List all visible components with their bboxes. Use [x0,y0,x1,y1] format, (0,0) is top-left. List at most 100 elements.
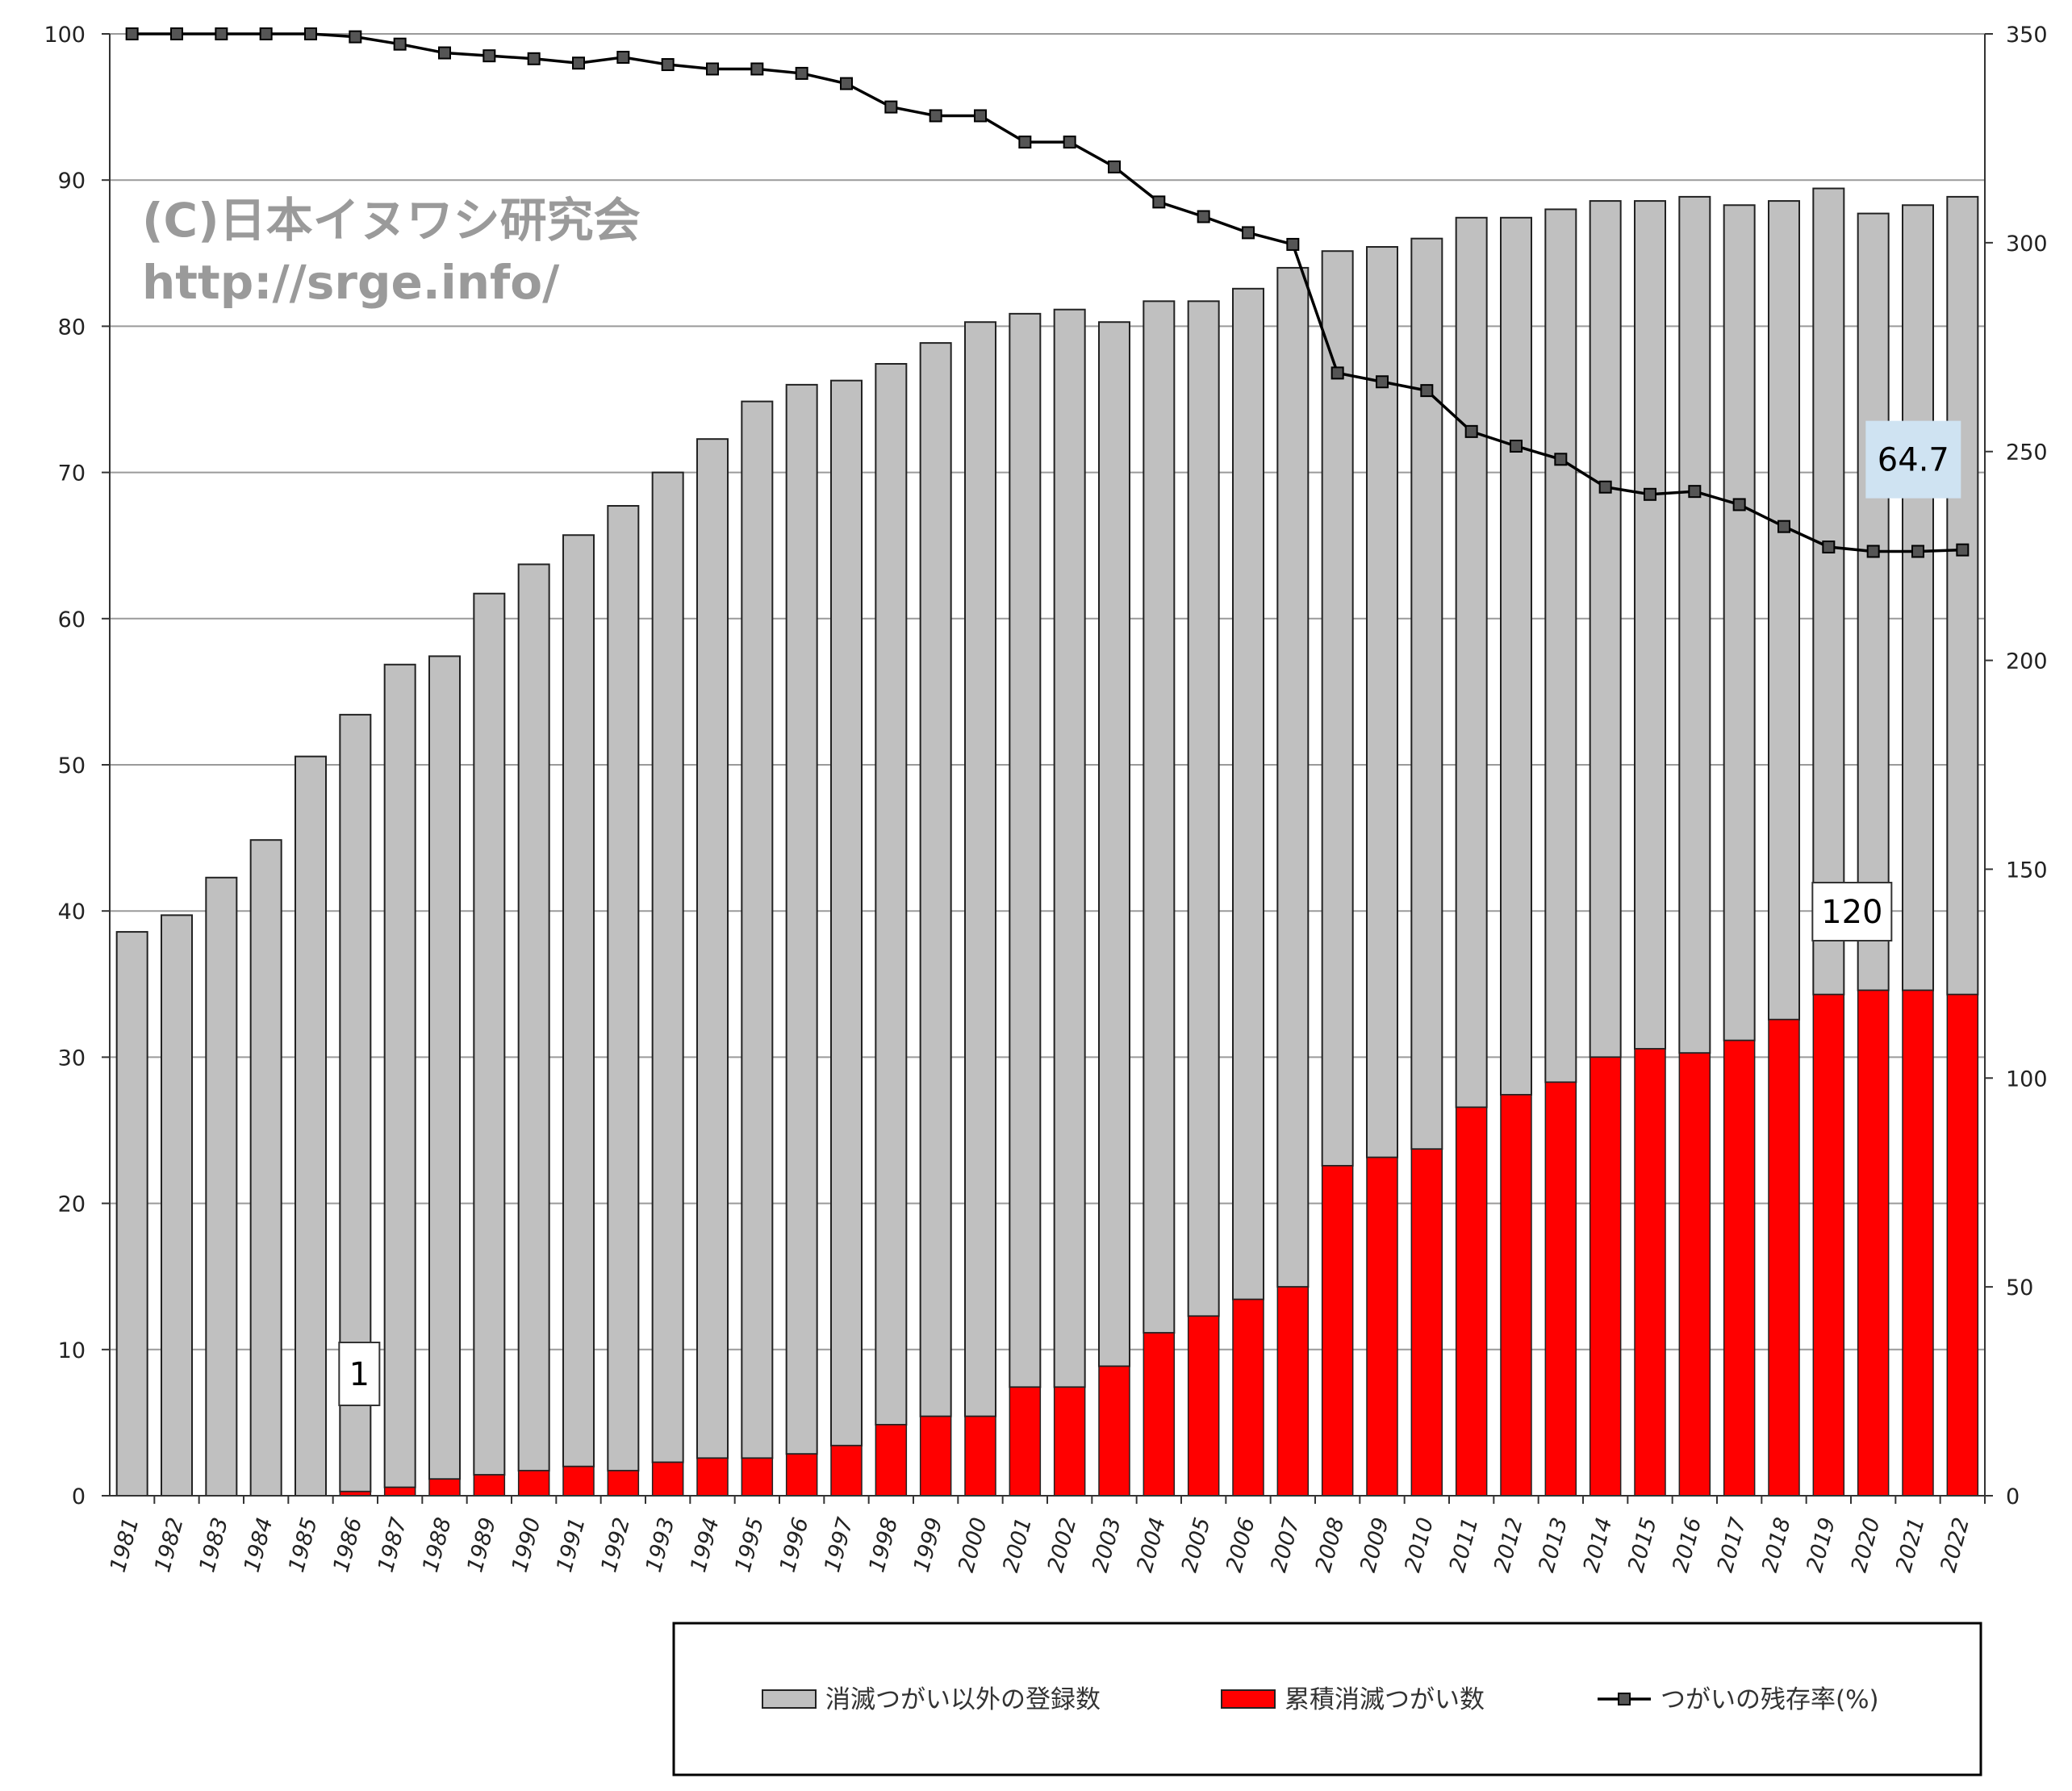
bar-extinct [562,1466,595,1497]
callout-label: 64.7 [1878,442,1949,479]
bar-extinct [607,1470,640,1497]
survival-rate-point [1688,485,1702,499]
survival-rate-point [259,27,273,40]
bar-registered [1187,300,1220,1317]
x-tick-label: 1992 [596,1515,635,1575]
bar-extinct [1232,1298,1264,1497]
x-tick-label: 2005 [1177,1515,1216,1575]
x-tick-label: 2001 [998,1515,1037,1575]
bar-extinct [696,1457,729,1497]
right-axis-tick-label: 150 [2006,858,2048,883]
survival-rate-point [393,37,407,51]
x-tick-label: 1994 [686,1515,725,1575]
survival-rate-point [1152,195,1166,209]
survival-rate-point [1732,498,1746,511]
survival-rate-point [1777,520,1790,533]
x-tick-label: 2017 [1713,1515,1752,1575]
bar-extinct [1143,1332,1176,1497]
bar-registered [161,914,193,1497]
bar-registered [1902,204,1934,992]
survival-rate-point [1420,384,1434,398]
survival-rate-point [572,56,585,70]
legend-label: 累積消滅つがい数 [1285,1685,1485,1714]
bar-registered [205,876,238,1497]
bar-registered [1098,321,1130,1367]
callout-2022: 64.7 [1865,420,1961,499]
axes [102,33,1993,1504]
x-tick-label: 1991 [552,1515,591,1575]
survival-rate-point [527,52,541,65]
left-axis-tick-label: 70 [58,461,86,486]
bar-extinct [1098,1365,1130,1497]
left-axis-tick-label: 0 [72,1484,86,1509]
left-axis-tick-label: 50 [58,754,86,779]
right-axis-tick-label: 50 [2006,1275,2033,1300]
left-axis-tick-label: 40 [58,900,86,925]
x-tick-label: 1998 [864,1515,903,1575]
callout-label: 1 [349,1356,370,1393]
x-tick-label: 1988 [418,1515,457,1575]
survival-rate-point [304,27,317,40]
bar-registered [607,505,640,1472]
survival-rate-point [482,49,496,63]
survival-rate-point [170,27,183,40]
survival-rate-point [616,50,630,64]
legend-label: つがいの残存率(%) [1661,1685,1879,1714]
bar-extinct [1009,1386,1042,1497]
x-tick-label: 2016 [1668,1515,1706,1575]
bar-extinct [1902,989,1934,1497]
survival-rate-point [1510,439,1523,453]
x-tick-label: 1999 [909,1515,948,1575]
bar-extinct [785,1453,818,1497]
survival-line [125,27,1970,558]
bar-extinct [383,1486,416,1497]
x-tick-label: 1995 [730,1515,769,1575]
survival-rate-point [974,109,987,123]
callout-box [1865,420,1961,499]
bar-registered [1946,195,1979,996]
bar-registered [1276,266,1310,1288]
bar-registered [1634,200,1666,1050]
bar-extinct [919,1415,952,1497]
x-tick-label: 2012 [1489,1515,1528,1575]
survival-rate-point [1822,541,1836,554]
bar-registered [1053,308,1086,1388]
bar-registered [1410,237,1443,1150]
bar-registered [1143,300,1176,1334]
x-tick-label: 1985 [284,1515,323,1575]
left-axis-tick-label: 30 [58,1046,86,1071]
bar-registered [1232,287,1264,1300]
survival-rate-point [1464,424,1478,438]
survival-rate-point [125,27,139,40]
left-axis-tick-label: 10 [58,1338,86,1363]
legend-item: つがいの残存率(%) [1598,1685,1879,1714]
legend-label: 消滅つがい以外の登録数 [825,1685,1101,1714]
bar-registered [964,321,996,1417]
x-tick-label: 1989 [462,1515,501,1575]
bar-registered [1009,312,1042,1388]
survival-rate-point [1911,545,1924,558]
bar-extinct [1321,1165,1354,1497]
survival-rate-point [438,46,451,60]
bar-registered [428,655,461,1480]
bar-extinct [428,1478,461,1497]
bar-registered [249,839,282,1497]
survival-rate-point [215,27,228,40]
bar-registered [383,663,416,1488]
callout-2019: 120 [1811,882,1893,941]
survival-rate-point [1108,160,1121,173]
survival-rate-point [929,109,942,123]
x-tick-label: 1984 [240,1515,278,1575]
bar-extinct [1187,1315,1220,1497]
bar-extinct [964,1415,996,1497]
callout-label: 120 [1821,894,1882,931]
legend: 消滅つがい以外の登録数 累積消滅つがい数 つがいの残存率(%) [672,1622,1982,1776]
x-tick-label: 1983 [194,1515,233,1575]
survival-rate-point [1286,237,1300,251]
bar-extinct [1589,1056,1622,1497]
x-tick-label: 2019 [1802,1515,1840,1575]
callout-box [338,1342,381,1406]
callout-1986: 1 [338,1342,381,1406]
callout-box [1811,882,1893,941]
bar-registered [875,362,908,1426]
